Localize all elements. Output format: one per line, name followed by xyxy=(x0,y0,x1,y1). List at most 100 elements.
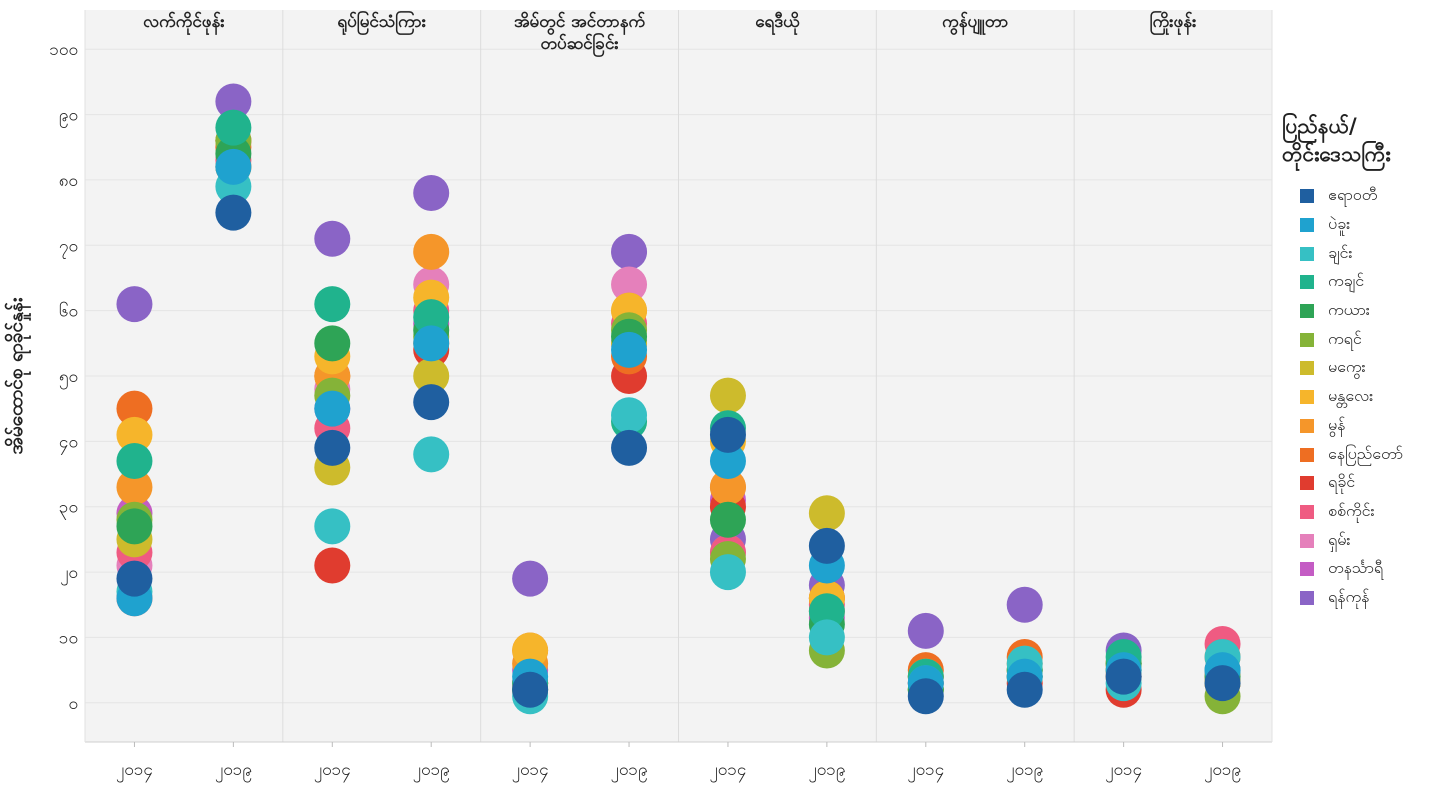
legend-swatch xyxy=(1300,533,1314,548)
legend-label: နေပြည်တော် xyxy=(1328,443,1404,463)
y-tick-label: ၃၀ xyxy=(59,498,78,521)
data-point xyxy=(808,619,845,656)
legend-swatch xyxy=(1300,332,1314,347)
x-tick-label: ၂၀၁၄ xyxy=(907,760,944,783)
legend-swatch xyxy=(1300,275,1314,290)
data-point xyxy=(611,429,648,466)
legend-items: ဧရာဝတီ ပဲခူး ချင်း ကချင် ကယား ကရင် မကွေး မန္တလေ… xyxy=(1282,182,1447,612)
legend-item: ကချင် xyxy=(1282,268,1447,297)
panel-title: ရုပ်မြင်သံကြား xyxy=(337,9,426,36)
legend-item: ပဲခူး xyxy=(1282,211,1447,240)
legend-swatch xyxy=(1300,304,1314,319)
data-point xyxy=(611,266,648,303)
data-point xyxy=(314,220,351,257)
x-tick-label: ၂၀၁၄ xyxy=(1105,760,1142,783)
legend-swatch xyxy=(1300,418,1314,433)
legend-swatch xyxy=(1300,590,1314,605)
legend-label: မန္တလေး xyxy=(1328,386,1374,406)
legend-label: မွန် xyxy=(1328,414,1346,434)
data-point xyxy=(709,501,746,538)
legend-item: ရန်ကုန် xyxy=(1282,584,1447,613)
legend-label: စစ်ကိုင်း xyxy=(1328,500,1375,520)
data-point xyxy=(512,560,549,597)
y-tick-label: ၄၀ xyxy=(59,432,78,455)
legend-item: ကယား xyxy=(1282,297,1447,326)
x-tick-label: ၂၀၁၉ xyxy=(1204,760,1241,783)
legend-item: ဧရာဝတီ xyxy=(1282,182,1447,211)
x-tick-label: ၂၀၁၉ xyxy=(611,760,648,783)
legend-swatch xyxy=(1300,246,1314,261)
panel-title: လက်ကိုင်ဖုန်း xyxy=(143,11,225,36)
y-tick-label: ၂၀ xyxy=(60,563,78,586)
data-point xyxy=(512,671,549,708)
data-point xyxy=(215,148,252,185)
panel-title: ကြိုးဖုန်း xyxy=(1150,9,1197,36)
data-point xyxy=(611,397,648,434)
data-point xyxy=(709,416,746,453)
legend-item: တနင်္သာရီ xyxy=(1282,555,1447,584)
data-point xyxy=(314,325,351,362)
legend-item: မကွေး xyxy=(1282,354,1447,383)
data-point xyxy=(116,560,153,597)
data-point xyxy=(413,436,450,473)
data-point xyxy=(1006,671,1043,708)
legend: ပြည်နယ်/ တိုင်းဒေသကြီး ဧရာဝတီပဲခူးချင်းက… xyxy=(1282,112,1447,612)
y-tick-label: ၆၀ xyxy=(59,301,78,322)
legend-swatch xyxy=(1300,562,1314,577)
legend-label: ကချင် xyxy=(1328,271,1365,291)
y-axis-title: အိမ်ထောင်စု ရာခိုင်နှုန်း xyxy=(3,297,32,454)
data-point xyxy=(413,384,450,421)
data-point xyxy=(314,547,351,584)
data-point xyxy=(907,612,944,649)
x-tick-label: ၂၀၁၄ xyxy=(116,760,153,783)
y-tick-label: ၀ xyxy=(68,694,78,714)
data-point xyxy=(215,83,252,120)
legend-item: ရှမ်း xyxy=(1282,526,1447,555)
data-point xyxy=(1204,665,1241,702)
data-point xyxy=(215,194,252,231)
y-tick-label: ၉၀ xyxy=(59,106,78,129)
data-point xyxy=(215,109,252,146)
legend-label: ပဲခူး xyxy=(1328,214,1351,234)
legend-label: မကွေး xyxy=(1328,357,1366,377)
legend-item: မန္တလေး xyxy=(1282,383,1447,412)
legend-swatch xyxy=(1300,361,1314,376)
y-tick-label: ၁၀၀ xyxy=(49,40,78,60)
data-point xyxy=(116,286,153,323)
legend-label: ဧရာဝတီ xyxy=(1328,185,1378,205)
panel-title: ရေဒီယို xyxy=(755,11,800,36)
legend-swatch xyxy=(1300,504,1314,519)
data-point xyxy=(413,175,450,211)
data-point xyxy=(808,593,845,630)
data-point xyxy=(116,442,153,479)
y-tick-label: ၇၀ xyxy=(59,236,78,259)
data-point xyxy=(611,233,648,270)
x-tick-label: ၂၀၁၄ xyxy=(709,760,746,783)
legend-label: ရှမ်း xyxy=(1328,529,1351,549)
data-point xyxy=(512,632,549,669)
legend-item: ချင်း xyxy=(1282,239,1447,268)
x-tick-label: ၂၀၁၉ xyxy=(215,760,252,783)
x-tick-label: ၂၀၁၄ xyxy=(512,760,549,783)
x-tick-label: ၂၀၁၄ xyxy=(314,760,351,783)
legend-swatch xyxy=(1300,390,1314,405)
legend-title: ပြည်နယ်/ တိုင်းဒေသကြီး xyxy=(1282,114,1391,166)
data-point xyxy=(611,331,648,368)
panel-title: ကွန်ပျူတာ xyxy=(942,11,1008,36)
legend-swatch xyxy=(1300,218,1314,233)
legend-label: ကယား xyxy=(1328,300,1370,320)
data-point xyxy=(314,390,351,427)
data-point xyxy=(413,233,450,270)
data-point xyxy=(808,527,845,564)
data-point xyxy=(314,286,351,323)
data-point xyxy=(1006,586,1043,623)
legend-swatch xyxy=(1300,447,1314,462)
legend-item: စစ်ကိုင်း xyxy=(1282,498,1447,527)
data-point xyxy=(413,325,450,362)
x-tick-label: ၂၀၁၉ xyxy=(808,760,845,783)
legend-item: ရခိုင် xyxy=(1282,469,1447,498)
legend-swatch xyxy=(1300,476,1314,491)
legend-item: နေပြည်တော် xyxy=(1282,440,1447,469)
